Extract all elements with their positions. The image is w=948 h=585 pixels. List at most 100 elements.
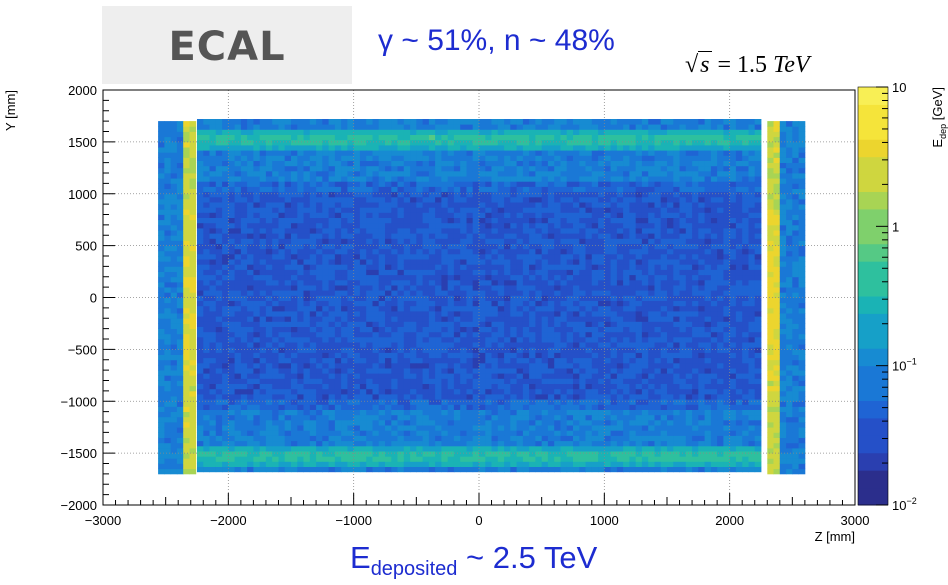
heatmap-cell (547, 150, 555, 156)
heatmap-cell (334, 124, 342, 130)
heatmap-cell (222, 134, 229, 141)
heatmap-cell (353, 440, 361, 447)
heatmap-cell (334, 347, 342, 353)
heatmap-cell (259, 259, 267, 265)
heatmap-cell (410, 274, 417, 281)
heatmap-cell (378, 253, 386, 260)
heatmap-cell (176, 427, 184, 433)
heatmap-cell (391, 269, 398, 276)
heatmap-cell (176, 339, 184, 345)
heatmap-cell (170, 261, 178, 267)
heatmap-cell (176, 287, 184, 293)
heatmap-cell (203, 150, 210, 156)
heatmap-cell (209, 264, 217, 270)
heatmap-cell (610, 404, 618, 410)
heatmap-cell (397, 196, 405, 203)
heatmap-cell (428, 186, 436, 193)
heatmap-cell (591, 155, 599, 161)
heatmap-cell (491, 243, 499, 250)
heatmap-cell (422, 456, 430, 462)
heatmap-cell (585, 160, 593, 167)
heatmap-cell (598, 461, 605, 467)
heatmap-cell (284, 145, 292, 151)
heatmap-cell (422, 274, 430, 281)
heatmap-cell (234, 279, 242, 286)
heatmap-cell (170, 380, 178, 387)
heatmap-cell (460, 139, 467, 146)
heatmap-cell (497, 264, 505, 270)
heatmap-cell (215, 321, 223, 327)
heatmap-cell (385, 165, 392, 172)
heatmap-cell (598, 119, 605, 125)
heatmap-cell (541, 212, 549, 218)
heatmap-cell (183, 240, 190, 246)
heatmap-cell (278, 461, 286, 467)
heatmap-cell (322, 202, 329, 208)
heatmap-cell (522, 368, 530, 374)
heatmap-cell (472, 425, 480, 431)
heatmap-cell (573, 155, 580, 161)
heatmap-cell (447, 290, 455, 296)
heatmap-cell (189, 157, 197, 163)
heatmap-cell (272, 222, 279, 229)
heatmap-cell (209, 160, 217, 167)
heatmap-cell (391, 248, 398, 255)
heatmap-cell (303, 129, 311, 135)
heatmap-cell (497, 435, 505, 442)
heatmap-cell (547, 295, 555, 301)
heatmap-cell (573, 451, 580, 457)
heatmap-cell (291, 279, 298, 286)
heatmap-cell (272, 336, 279, 343)
heatmap-cell (303, 445, 311, 452)
heatmap-cell (272, 316, 279, 322)
heatmap-cell (479, 285, 486, 291)
heatmap-cell (197, 378, 204, 384)
heatmap-cell (316, 202, 323, 208)
heatmap-cell (183, 427, 190, 433)
heatmap-cell (366, 311, 373, 317)
heatmap-cell (485, 357, 492, 364)
heatmap-cell (347, 295, 355, 301)
heatmap-cell (189, 271, 197, 278)
heatmap-cell (158, 204, 165, 210)
heatmap-cell (316, 383, 323, 390)
heatmap-cell (316, 326, 323, 333)
heatmap-cell (164, 318, 172, 324)
heatmap-cell (170, 354, 178, 361)
heatmap-cell (372, 212, 380, 218)
heatmap-cell (447, 279, 455, 286)
heatmap-cell (322, 145, 329, 151)
heatmap-cell (391, 145, 398, 151)
heatmap-cell (566, 300, 574, 307)
heatmap-cell (247, 321, 254, 327)
heatmap-cell (610, 378, 618, 384)
heatmap-cell (322, 259, 329, 265)
heatmap-cell (604, 445, 611, 452)
heatmap-cell (560, 466, 568, 473)
heatmap-cell (222, 409, 229, 416)
heatmap-cell (460, 269, 467, 276)
heatmap-cell (535, 388, 543, 395)
heatmap-cell (183, 287, 190, 293)
heatmap-cell (272, 419, 279, 426)
heatmap-cell (485, 373, 492, 379)
heatmap-cell (347, 145, 355, 151)
heatmap-cell (403, 186, 411, 193)
heatmap-cell (164, 359, 172, 366)
heatmap-cell (485, 295, 492, 301)
heatmap-cell (240, 373, 248, 379)
heatmap-cell (391, 191, 398, 198)
heatmap-cell (284, 378, 292, 384)
heatmap-cell (372, 316, 380, 322)
heatmap-cell (353, 388, 361, 395)
heatmap-cell (485, 445, 492, 452)
heatmap-cell (397, 362, 405, 369)
heatmap-cell (272, 279, 279, 286)
heatmap-cell (359, 419, 367, 426)
heatmap-cell (322, 404, 329, 410)
heatmap-cell (441, 295, 449, 301)
heatmap-cell (366, 191, 373, 198)
heatmap-cell (209, 378, 217, 384)
heatmap-cell (554, 207, 561, 213)
heatmap-cell (247, 414, 254, 421)
